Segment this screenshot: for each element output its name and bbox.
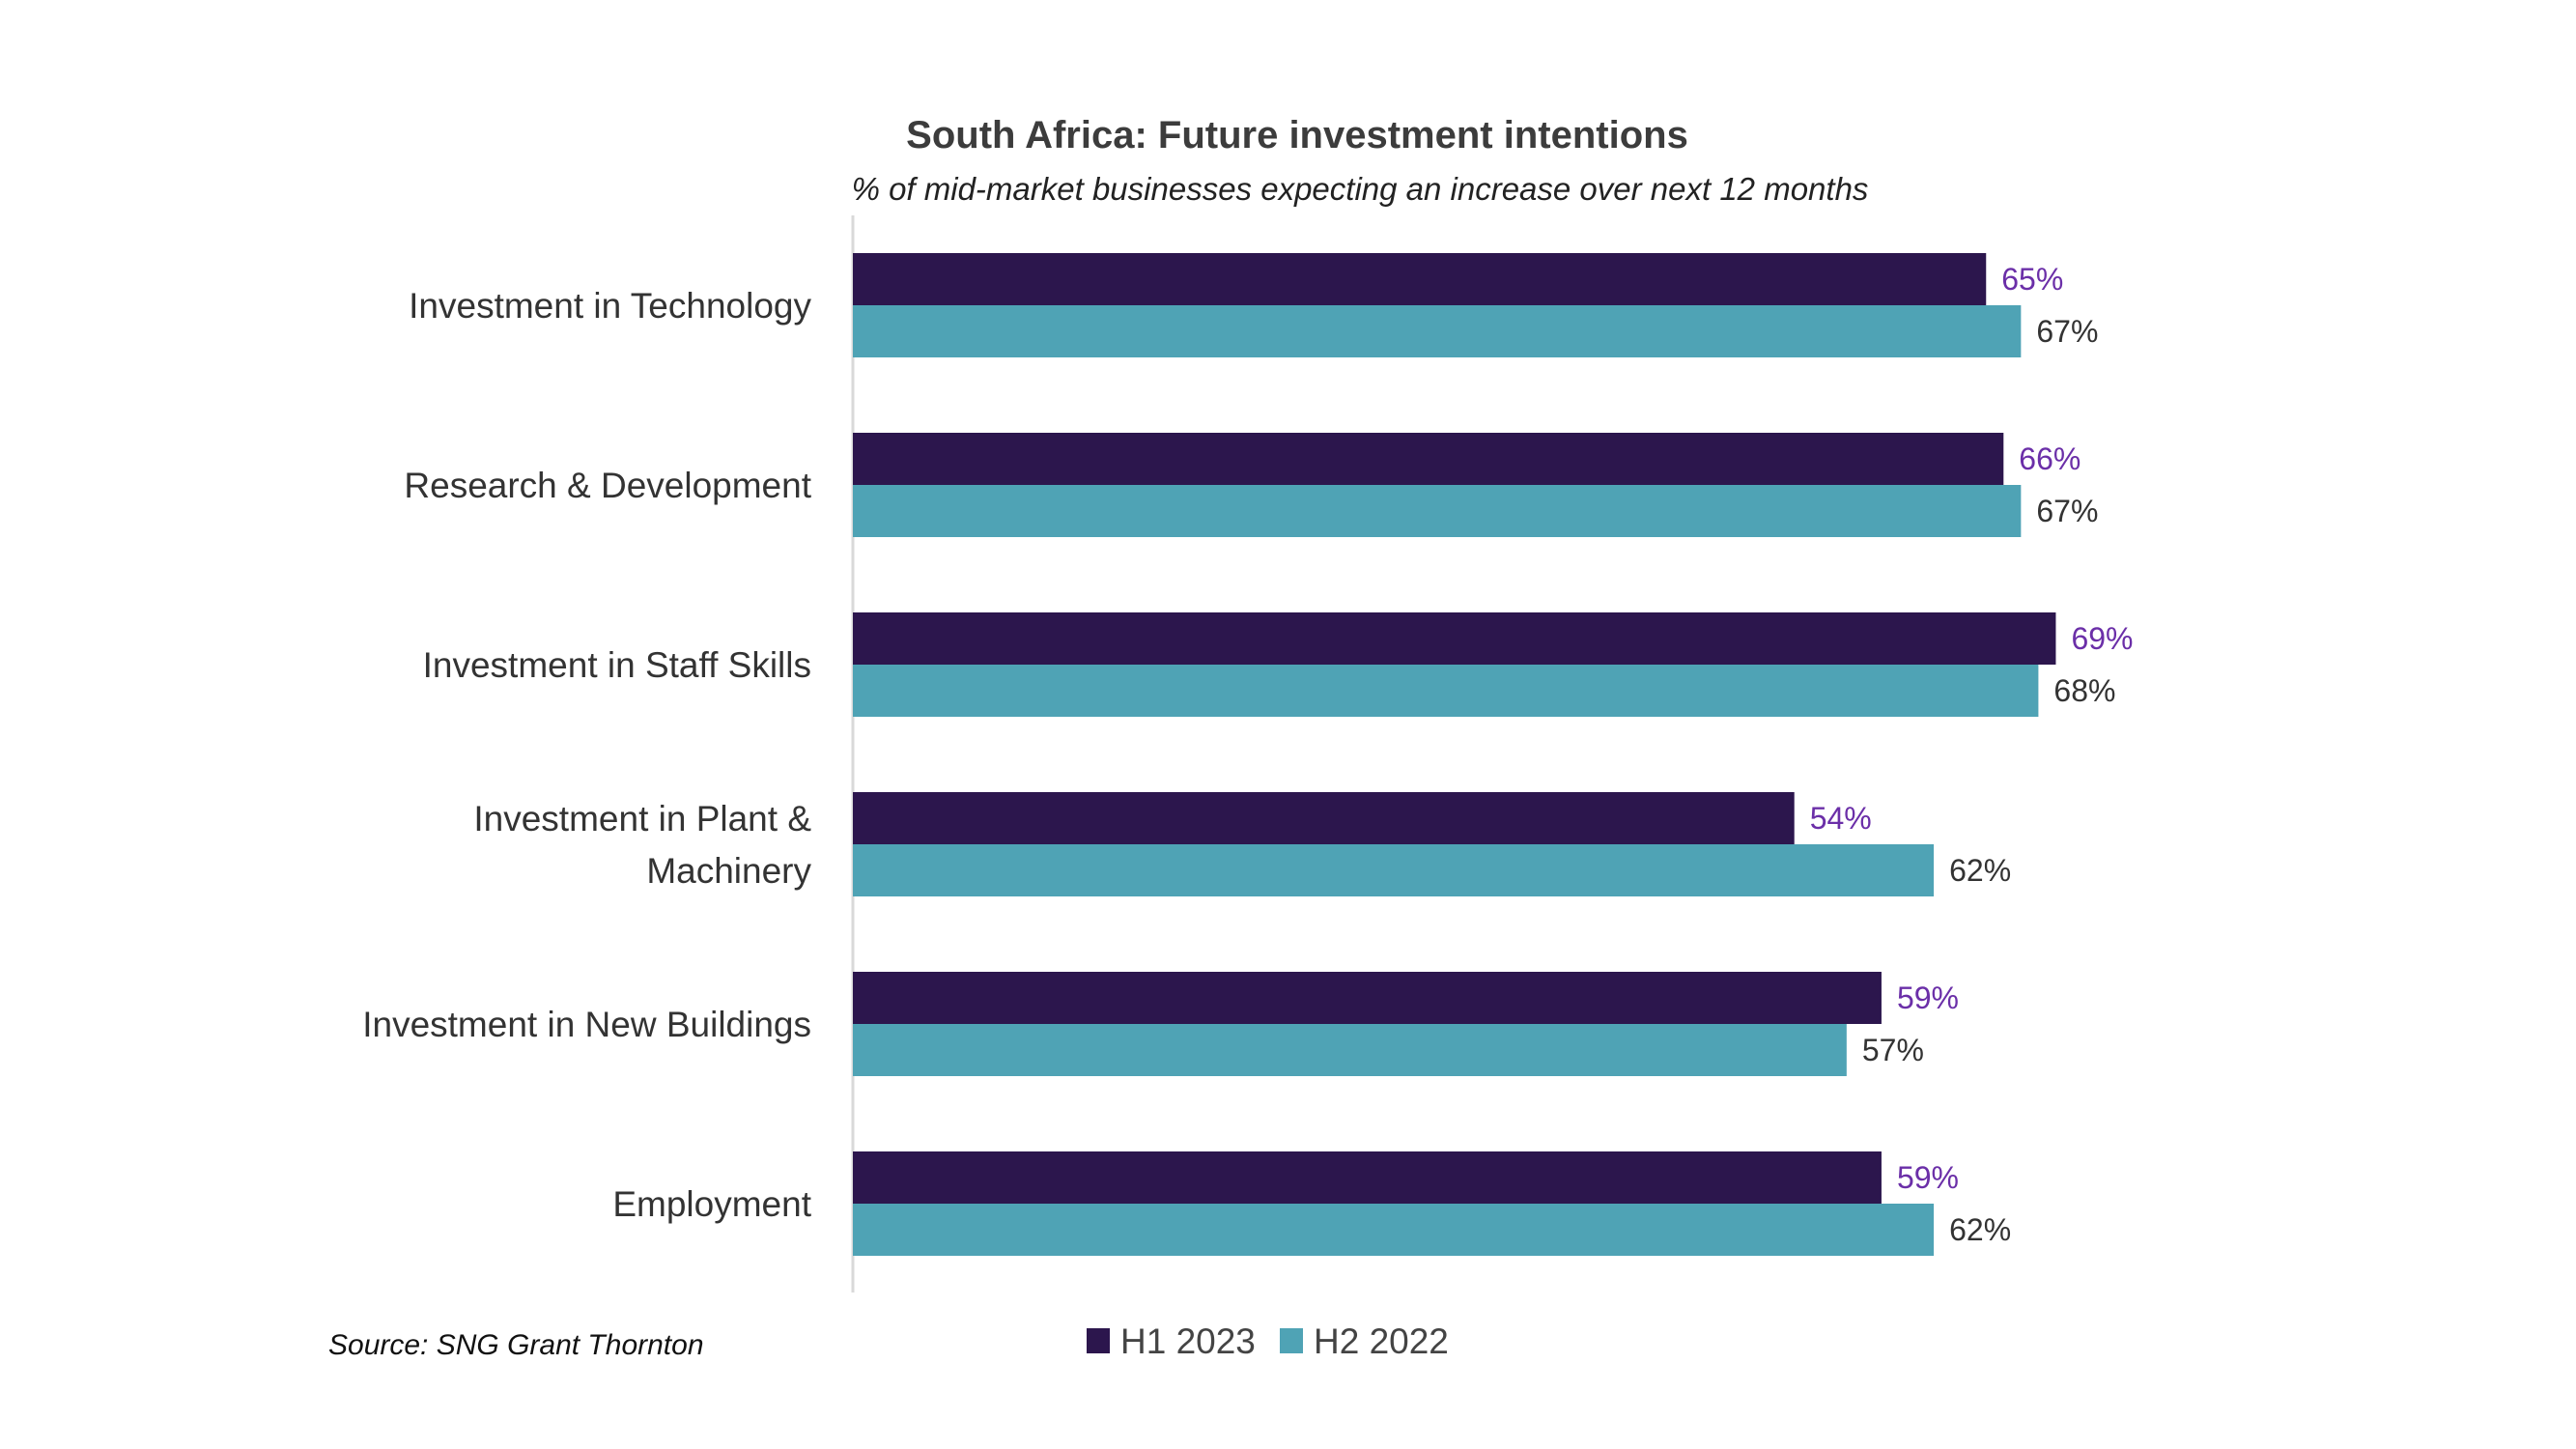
legend: H1 2023 H2 2022 xyxy=(1087,1321,1449,1361)
bar-h1-2023 xyxy=(853,792,1795,844)
data-label: 54% xyxy=(1810,801,1872,836)
data-label: 59% xyxy=(1897,1160,1959,1195)
bar-h2-2022 xyxy=(853,485,2022,537)
category-label: Investment in Technology xyxy=(409,286,811,326)
data-label: 57% xyxy=(1862,1033,1924,1067)
chart-subtitle: % of mid-market businesses expecting an … xyxy=(852,171,1869,207)
bar-h2-2022 xyxy=(853,665,2039,717)
bar-h2-2022 xyxy=(853,1204,1935,1256)
legend-label-h2-2022: H2 2022 xyxy=(1314,1321,1449,1361)
bar-h1-2023 xyxy=(853,253,1987,305)
data-label: 68% xyxy=(2053,673,2115,708)
category-label: Investment in New Buildings xyxy=(362,1005,811,1044)
legend-swatch-h2-2022 xyxy=(1280,1328,1303,1353)
category-label: Employment xyxy=(612,1184,811,1224)
data-label: 62% xyxy=(1949,1212,2011,1247)
bar-h2-2022 xyxy=(853,1024,1847,1076)
legend-swatch-h1-2023 xyxy=(1087,1328,1110,1353)
category-label: Machinery xyxy=(646,851,811,891)
category-label: Investment in Staff Skills xyxy=(423,645,811,685)
source-note: Source: SNG Grant Thornton xyxy=(328,1329,704,1361)
data-label: 69% xyxy=(2071,621,2133,656)
data-label: 65% xyxy=(2001,262,2063,297)
bar-h1-2023 xyxy=(853,1151,1882,1204)
category-label: Investment in Plant & xyxy=(473,799,811,838)
chart-title: South Africa: Future investment intentio… xyxy=(906,114,1688,156)
data-label: 59% xyxy=(1897,980,1959,1015)
data-label: 67% xyxy=(2036,314,2098,349)
data-label: 62% xyxy=(1949,853,2011,888)
data-label: 66% xyxy=(2019,441,2081,476)
bar-h1-2023 xyxy=(853,433,2004,485)
bar-h1-2023 xyxy=(853,972,1882,1024)
bar-h2-2022 xyxy=(853,305,2022,357)
bar-h2-2022 xyxy=(853,844,1935,896)
category-label: Research & Development xyxy=(404,466,811,505)
data-label: 67% xyxy=(2036,494,2098,528)
legend-label-h1-2023: H1 2023 xyxy=(1120,1321,1256,1361)
bar-h1-2023 xyxy=(853,612,2056,665)
